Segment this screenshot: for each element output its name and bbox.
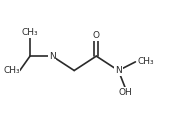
Text: O: O [93,32,100,40]
Text: CH₃: CH₃ [137,57,154,66]
Text: N: N [49,52,55,61]
Text: CH₃: CH₃ [3,66,20,75]
Text: CH₃: CH₃ [22,28,38,37]
Text: OH: OH [118,88,132,97]
Text: N: N [115,66,122,75]
